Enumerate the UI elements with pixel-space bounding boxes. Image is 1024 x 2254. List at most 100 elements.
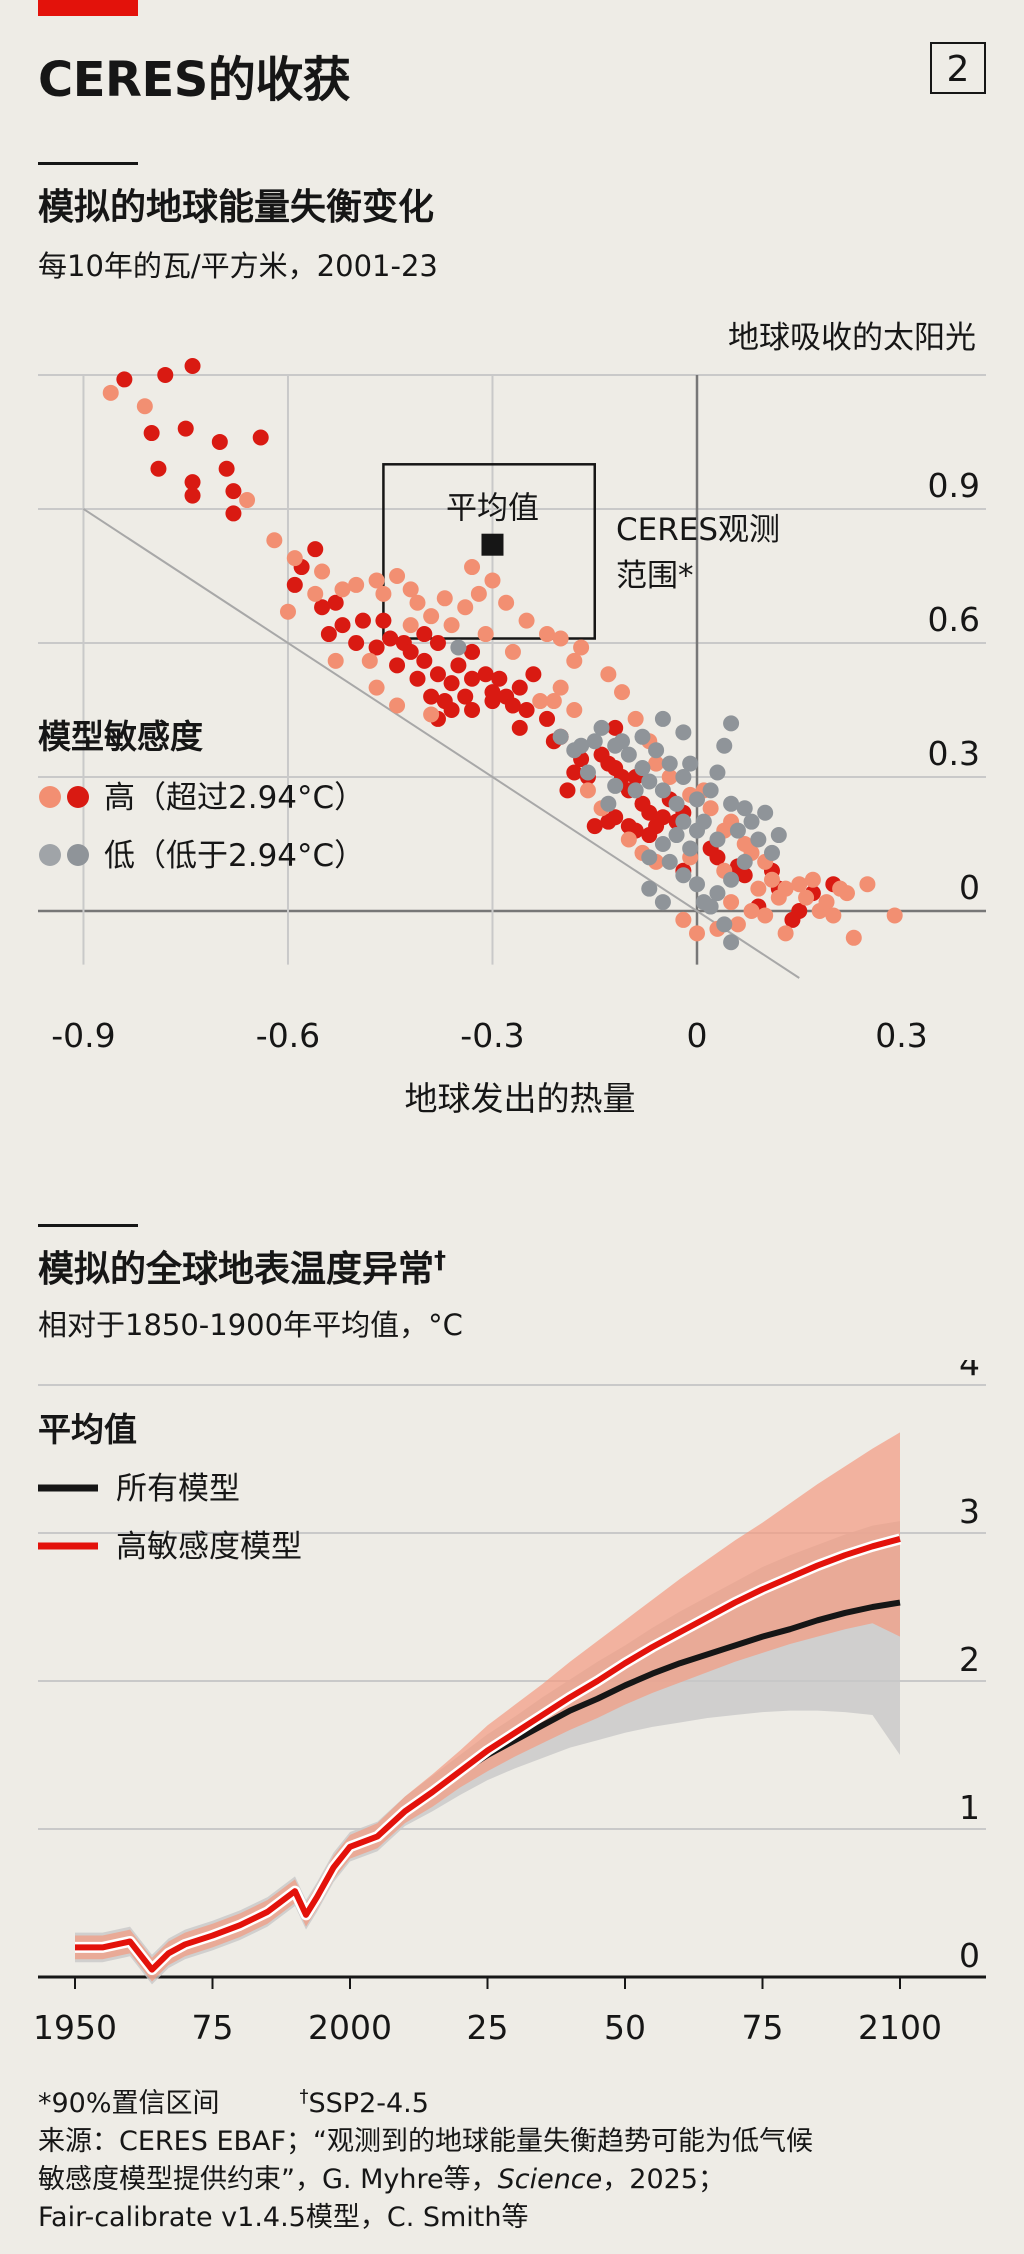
scatter-point (225, 483, 242, 500)
scatter-point (641, 880, 658, 897)
y-tick-label: 0 (959, 868, 980, 907)
scatter-point (327, 652, 344, 669)
scatter-point (702, 782, 719, 799)
chart2-subtitle: 相对于1850-1900年平均值，°C (38, 1308, 463, 1342)
source-line-3: Fair-calibrate v1.4.5模型，C. Smith等 (38, 2202, 529, 2233)
scatter-point (682, 840, 699, 857)
scatter-point (709, 849, 726, 866)
legend-high-label: 高（超过2.94°C） (104, 780, 365, 816)
scatter-point (566, 652, 583, 669)
scatter-point (552, 679, 569, 696)
scatter-point (838, 885, 855, 902)
scatter-point (314, 563, 331, 580)
scatter-point (763, 871, 780, 888)
scatter-point (409, 594, 426, 611)
scatter-point (402, 581, 419, 598)
scatter-point (307, 585, 324, 602)
scatter-point (661, 755, 678, 772)
scatter-point (150, 460, 167, 477)
scatter-chart: 平均值 CERES观测 范围* 地球吸收的太阳光 -0.9 -0.6 -0.3 0 0.… (38, 320, 986, 1118)
scatter-point (648, 755, 665, 772)
scatter-point (627, 782, 644, 799)
scatter-point (389, 657, 406, 674)
scatter-point (511, 719, 528, 736)
scatter-point (334, 617, 351, 634)
legend-low-swatch (39, 844, 89, 866)
scatter-point (654, 782, 671, 799)
scatter-point (518, 612, 535, 629)
scatter-point (429, 634, 446, 651)
scatter-point (770, 827, 787, 844)
scatter-point (464, 643, 481, 660)
scatter-point (689, 791, 705, 808)
scatter-point (552, 630, 569, 647)
scatter-point (757, 907, 774, 924)
footnote-scenario: SSP2-4.5 (308, 2088, 429, 2119)
scatter-point (368, 639, 385, 656)
brand-red-tab (38, 0, 138, 16)
x-tick-label: -0.3 (460, 1016, 524, 1055)
scatter-point (470, 585, 487, 602)
y-tick-label: 4 (959, 1360, 980, 1383)
scatter-point (648, 742, 665, 759)
source-line-2b: ，2025； (602, 2164, 725, 2195)
scatter-point (348, 634, 365, 651)
y-tick-label: 0.3 (928, 734, 980, 773)
scatter-point (184, 474, 201, 491)
scatter-point (743, 903, 760, 919)
scatter-point (641, 827, 658, 844)
x-tick-label: 0 (687, 1016, 708, 1055)
scatter-point (723, 894, 740, 911)
scatter-point (798, 889, 815, 906)
scatter-point (620, 746, 637, 763)
scatter-point (804, 871, 821, 888)
scatter-point (675, 768, 692, 785)
scatter-point (143, 425, 160, 442)
source-line-1: 来源：CERES EBAF；“观测到的地球能量失衡趋势可能为低气候 (38, 2126, 814, 2157)
scatter-point (695, 813, 712, 830)
scatter-point (607, 777, 624, 794)
y-tick-label: 0.6 (928, 600, 980, 639)
x-tick-label: 2100 (858, 2008, 942, 2040)
scatter-point (525, 666, 542, 683)
scatter-point (600, 755, 617, 772)
scatter-point (375, 612, 392, 629)
scatter-point (661, 853, 678, 870)
scatter-point (320, 626, 337, 643)
x-tick-label: -0.9 (51, 1016, 115, 1055)
chart2-title-text: 模拟的全球地表温度异常 (38, 1249, 435, 1290)
scatter-point (484, 693, 501, 710)
scatter-point (368, 679, 385, 696)
scatter-point (668, 795, 685, 812)
scatter-point (654, 894, 671, 911)
chart2-title: 模拟的全球地表温度异常† (38, 1240, 446, 1292)
scatter-point (825, 907, 842, 924)
scatter-point (443, 675, 460, 692)
scatter-point (566, 701, 583, 718)
scatter-point (654, 710, 671, 727)
scatter-point (791, 903, 808, 919)
scatter-point (716, 737, 733, 754)
scatter-point (579, 764, 596, 781)
scatter-point (348, 576, 365, 593)
scatter-point (859, 876, 876, 893)
scatter-point (607, 719, 624, 736)
scatter-point (729, 916, 746, 933)
scatter-point (464, 670, 481, 687)
scatter-point (423, 608, 440, 625)
chart1-subtitle: 每10年的瓦/平方米，2001-23 (38, 249, 438, 283)
scatter-point (845, 929, 862, 946)
legend-high-swatch (39, 786, 89, 808)
y-tick-label: 0.9 (928, 466, 980, 505)
scatter-point (559, 782, 576, 799)
scatter-point (689, 925, 705, 942)
legend-low-label: 低（低于2.94°C） (104, 838, 365, 874)
scatter-point (286, 576, 303, 593)
scatter-point (614, 684, 631, 701)
scatter-point (723, 795, 740, 812)
high-sensitivity-spread-band (75, 1432, 900, 1982)
legend-all-label: 所有模型 (116, 1471, 240, 1507)
scatter-point (641, 804, 658, 821)
y-tick-label: 3 (959, 1492, 980, 1531)
scatter-point (239, 492, 256, 509)
